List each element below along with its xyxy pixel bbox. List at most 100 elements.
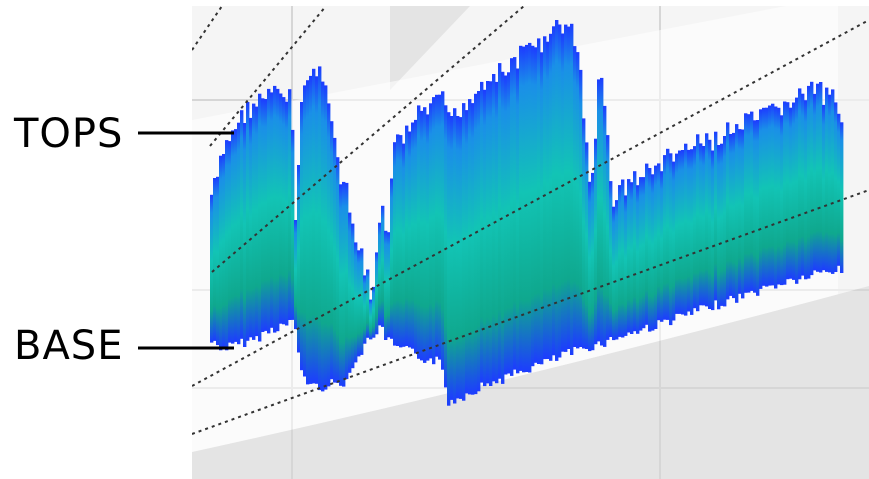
echo-column [576, 52, 580, 349]
echo-column [384, 230, 388, 340]
echo-column [648, 168, 652, 332]
echo-column [642, 177, 646, 329]
echo-column [516, 68, 520, 374]
echo-column [336, 157, 340, 383]
echo-column [570, 23, 574, 356]
echo-column [528, 42, 532, 373]
echo-column [444, 105, 448, 388]
echo-column [315, 76, 319, 384]
echo-column [702, 146, 706, 306]
echo-column [747, 114, 751, 293]
echo-column [603, 105, 607, 347]
echo-column [486, 81, 490, 384]
echo-column [723, 136, 727, 307]
echo-column [378, 222, 382, 326]
echo-column [399, 135, 403, 348]
echo-column [699, 143, 703, 306]
echo-column [216, 176, 220, 346]
echo-column [450, 116, 454, 400]
echo-column [657, 163, 661, 321]
echo-column [819, 82, 823, 273]
echo-column [513, 57, 517, 370]
echo-columns [210, 20, 844, 406]
echo-column [294, 220, 298, 330]
echo-column [324, 85, 328, 390]
echo-column [768, 105, 772, 286]
echo-column [345, 182, 349, 380]
base-label: BASE [14, 323, 124, 369]
echo-column [765, 107, 769, 287]
echo-column [312, 68, 316, 384]
echo-column [264, 99, 268, 331]
echo-column [813, 93, 817, 271]
echo-column [651, 174, 655, 331]
echo-column [588, 181, 592, 352]
echo-column [645, 163, 649, 325]
echo-column [582, 118, 586, 349]
echo-column [564, 24, 568, 352]
echo-column [273, 85, 277, 333]
echo-column [342, 181, 346, 387]
echo-column [714, 131, 718, 301]
echo-column [222, 154, 226, 348]
elevation-lines [192, 6, 869, 435]
echo-column [540, 52, 544, 365]
echo-column [471, 103, 475, 395]
echo-column [504, 75, 508, 375]
echo-column [684, 143, 688, 316]
echo-column [258, 93, 262, 342]
echo-column [735, 124, 739, 303]
echo-column [534, 47, 538, 363]
echo-column [624, 195, 628, 336]
echo-column [246, 102, 250, 341]
echo-column [219, 155, 223, 351]
echo-column [840, 122, 844, 273]
echo-column [231, 130, 235, 344]
echo-column [621, 179, 625, 338]
echo-column [753, 120, 757, 293]
echo-column [627, 179, 631, 333]
echo-column [255, 106, 259, 337]
echo-column [234, 129, 238, 342]
echo-column [507, 72, 511, 374]
echo-column [744, 113, 748, 293]
echo-column [288, 89, 292, 320]
echo-column [561, 33, 565, 352]
echo-column [243, 123, 247, 347]
echo-column [462, 103, 466, 401]
echo-column [327, 103, 331, 387]
echo-column [606, 135, 610, 340]
echo-column [537, 38, 541, 365]
echo-column [669, 153, 673, 326]
echo-column [468, 99, 472, 395]
echo-column [726, 122, 730, 300]
echo-column [828, 94, 832, 273]
echo-column [816, 83, 820, 272]
echo-column [213, 178, 217, 341]
echo-column [360, 248, 364, 355]
echo-column [252, 103, 256, 340]
echo-column [456, 116, 460, 399]
echo-column [240, 110, 244, 339]
echo-column [675, 153, 679, 314]
echo-column [492, 74, 496, 382]
echo-column [249, 117, 253, 338]
echo-column [663, 155, 667, 320]
echo-column [420, 110, 424, 361]
echo-column [459, 117, 463, 399]
echo-column [636, 185, 640, 334]
echo-column [306, 80, 310, 385]
echo-column [363, 275, 367, 344]
echo-column [837, 113, 841, 266]
echo-column [522, 46, 526, 373]
echo-column [834, 102, 838, 273]
echo-column [720, 143, 724, 306]
echo-column [630, 182, 634, 334]
echo-column [357, 250, 361, 357]
echo-column [783, 101, 787, 285]
echo-column [708, 139, 712, 309]
echo-column [531, 45, 535, 367]
echo-column [225, 140, 229, 351]
echo-column [210, 194, 214, 343]
echo-column [267, 88, 271, 334]
